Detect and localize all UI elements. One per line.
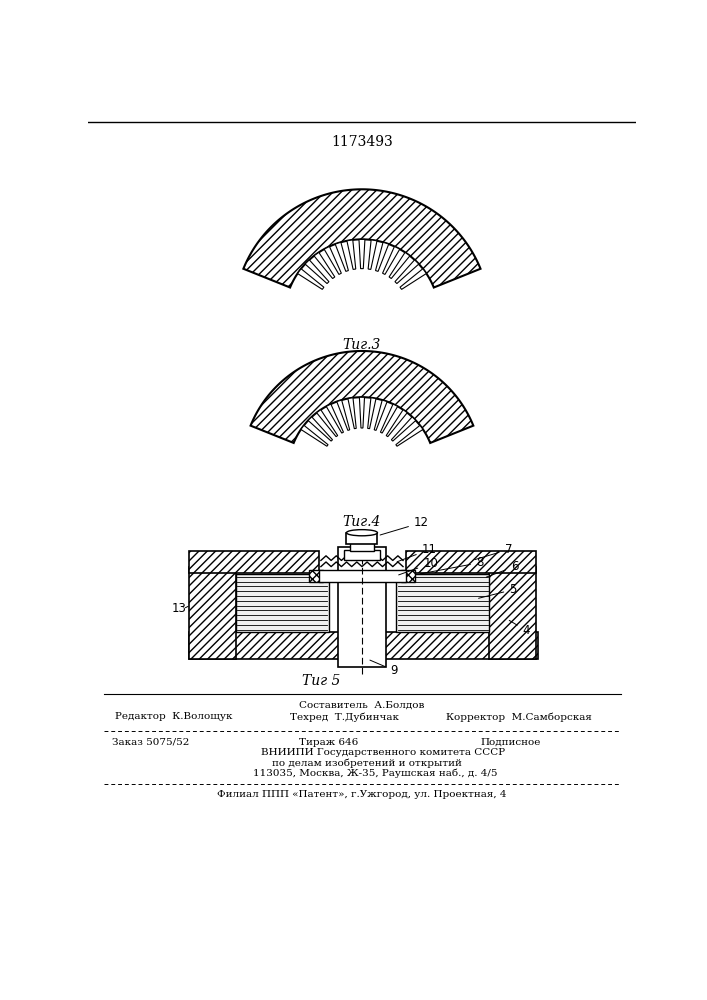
- Text: ВНИИПИ Государственного комитета СССР: ВНИИПИ Государственного комитета СССР: [261, 748, 505, 757]
- Bar: [346, 533, 378, 544]
- Text: Τиг.4: Τиг.4: [343, 515, 381, 529]
- Ellipse shape: [346, 530, 378, 536]
- Text: Τиг 5: Τиг 5: [302, 674, 340, 688]
- Text: Техред  Т.Дубинчак: Техред Т.Дубинчак: [290, 712, 399, 722]
- Text: 4: 4: [509, 620, 530, 637]
- Text: Составитель  А.Болдов: Составитель А.Болдов: [299, 701, 425, 710]
- Bar: [489, 567, 535, 659]
- Polygon shape: [298, 269, 324, 289]
- Polygon shape: [395, 260, 419, 284]
- Polygon shape: [375, 242, 389, 271]
- Text: 1173493: 1173493: [331, 135, 393, 149]
- Text: 13: 13: [172, 602, 187, 615]
- Polygon shape: [335, 242, 349, 271]
- Text: 6: 6: [486, 560, 518, 577]
- Polygon shape: [308, 417, 332, 441]
- Text: 7: 7: [474, 543, 512, 560]
- Text: 12: 12: [380, 516, 429, 535]
- Polygon shape: [326, 404, 344, 433]
- Polygon shape: [400, 269, 426, 289]
- Bar: [406, 551, 535, 573]
- Polygon shape: [368, 398, 376, 429]
- Polygon shape: [301, 425, 328, 446]
- Bar: [189, 551, 319, 573]
- Text: Редактор  К.Волощук: Редактор К.Волощук: [115, 712, 233, 721]
- Text: Заказ 5075/52: Заказ 5075/52: [112, 738, 189, 747]
- Text: Корректор  М.Самборская: Корректор М.Самборская: [445, 712, 592, 722]
- Bar: [351, 542, 373, 551]
- Polygon shape: [374, 400, 387, 430]
- Polygon shape: [389, 252, 410, 279]
- Text: 8: 8: [421, 556, 484, 574]
- Polygon shape: [250, 351, 473, 443]
- Polygon shape: [368, 240, 377, 269]
- Polygon shape: [359, 239, 365, 269]
- Text: 11: 11: [397, 543, 437, 562]
- Bar: [189, 567, 235, 659]
- Polygon shape: [380, 404, 397, 433]
- Bar: [235, 574, 329, 632]
- Polygon shape: [317, 410, 338, 437]
- Text: Подписное: Подписное: [481, 738, 541, 747]
- Bar: [319, 570, 406, 582]
- Polygon shape: [347, 240, 356, 269]
- Polygon shape: [396, 425, 423, 446]
- Bar: [338, 547, 386, 667]
- Polygon shape: [392, 417, 416, 441]
- Bar: [396, 574, 489, 632]
- Text: по делам изобретений и открытий: по делам изобретений и открытий: [272, 758, 462, 768]
- Text: Τиг.3: Τиг.3: [343, 338, 381, 352]
- Text: 9: 9: [370, 660, 398, 677]
- Text: Тираж 646: Тираж 646: [299, 738, 358, 747]
- Polygon shape: [305, 260, 329, 284]
- Text: Филиал ППП «Патент», г.Ужгород, ул. Проектная, 4: Филиал ППП «Патент», г.Ужгород, ул. Прое…: [217, 790, 507, 799]
- Bar: [344, 550, 380, 560]
- Bar: [402, 570, 416, 582]
- Bar: [189, 632, 538, 659]
- Polygon shape: [348, 398, 356, 429]
- Polygon shape: [337, 400, 350, 430]
- Polygon shape: [386, 410, 407, 437]
- Text: 113035, Москва, Ж-35, Раушская наб., д. 4/5: 113035, Москва, Ж-35, Раушская наб., д. …: [253, 768, 498, 778]
- Text: 5: 5: [479, 583, 517, 598]
- Polygon shape: [324, 246, 341, 274]
- Polygon shape: [382, 246, 399, 274]
- Text: 10: 10: [399, 557, 438, 575]
- Bar: [309, 570, 323, 582]
- Polygon shape: [243, 189, 481, 288]
- Polygon shape: [359, 397, 365, 428]
- Polygon shape: [314, 252, 335, 279]
